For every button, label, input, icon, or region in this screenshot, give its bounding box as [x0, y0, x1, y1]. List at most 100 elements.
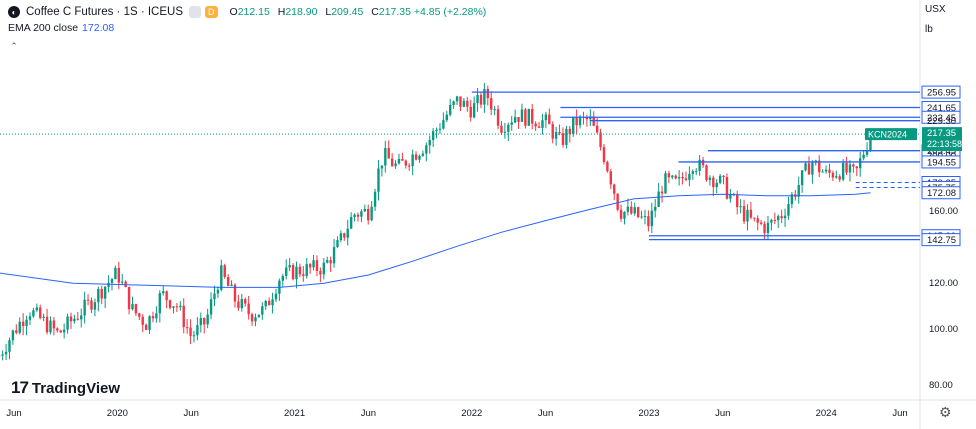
candle-body: [483, 88, 486, 105]
candle-body: [640, 216, 643, 218]
candle-body: [151, 316, 155, 319]
candle-body: [69, 316, 73, 322]
candle-body: [677, 177, 681, 179]
candle-body: [609, 171, 613, 185]
symbol-tag: [865, 128, 917, 141]
candle-body: [332, 247, 336, 264]
candle-body: [302, 274, 305, 277]
candle-body: [226, 276, 230, 286]
candle-body: [209, 299, 213, 315]
candle-body: [835, 176, 838, 178]
candle-body: [770, 219, 773, 223]
candle-body: [4, 351, 8, 355]
candle-body: [572, 116, 575, 134]
level-price-tag: [921, 155, 961, 169]
candle-body: [865, 150, 869, 155]
candle-body: [831, 172, 835, 178]
candle-body: [121, 281, 124, 283]
time-tick-label: Jun: [184, 408, 199, 419]
time-tick-label: 2020: [107, 408, 128, 419]
ema-legend[interactable]: EMA 200 close 172.08: [8, 22, 114, 34]
candle-body: [97, 288, 100, 303]
unit-selector[interactable]: lb: [925, 24, 933, 35]
settings-gear-icon[interactable]: ⚙: [939, 404, 952, 420]
candle-body: [138, 313, 141, 317]
candle-body: [691, 171, 695, 174]
last-price-tag: [922, 127, 962, 152]
candle-body: [845, 162, 848, 173]
candle-body: [21, 321, 25, 327]
candle-body: [83, 299, 86, 316]
candle-body: [28, 316, 32, 320]
candle-body: [698, 159, 701, 171]
candle-body: [90, 300, 93, 310]
candle-body: [674, 175, 677, 179]
level-price-label: 172.08: [927, 188, 956, 199]
candle-body: [490, 98, 493, 110]
candle-body: [496, 109, 500, 126]
legend-header: ◐ Coffee C Futures · 1S · ICEUS D O212.1…: [8, 4, 491, 20]
tradingview-logo[interactable]: 17 TradingView: [11, 378, 120, 398]
candle-body: [773, 219, 777, 221]
candle-body: [162, 291, 165, 294]
candle-body: [367, 208, 370, 221]
level-price-label: 203.45: [927, 146, 956, 157]
candle-body: [777, 216, 780, 221]
candle-body: [103, 286, 107, 299]
candle-body: [220, 265, 223, 290]
candle-body: [616, 193, 619, 210]
candle-body: [565, 128, 568, 145]
candle-body: [336, 240, 339, 248]
candle-body: [199, 318, 203, 326]
symbol-tag-label: KCN2024: [868, 130, 907, 140]
candle-body: [654, 206, 657, 211]
symbol-title[interactable]: Coffee C Futures · 1S · ICEUS: [26, 6, 184, 18]
candle-body: [855, 166, 859, 169]
candle-body: [401, 158, 404, 161]
price-tick-label: 160.00: [929, 206, 958, 217]
candle-body: [421, 153, 425, 156]
candle-body: [56, 328, 59, 331]
candle-body: [688, 173, 691, 180]
market-status-icon[interactable]: [189, 6, 202, 18]
candle-body: [370, 206, 373, 221]
level-price-label: 256.95: [927, 88, 956, 99]
candle-body: [114, 267, 117, 280]
candle-body: [76, 318, 80, 320]
candle-body: [343, 233, 346, 238]
candle-body: [544, 114, 548, 121]
candle-body: [141, 316, 144, 325]
candle-body: [838, 176, 841, 180]
candle-body: [244, 299, 247, 304]
currency-selector[interactable]: USX: [925, 4, 946, 15]
candle-body: [39, 307, 42, 319]
level-price-tag: [921, 186, 961, 200]
candle-body: [736, 194, 739, 208]
candle-body: [476, 94, 479, 104]
candle-body: [11, 330, 15, 341]
candle-body: [821, 171, 824, 173]
ohlc-values: O212.15 H218.90 L209.45 C217.35 +4.85 (+…: [229, 6, 487, 18]
time-tick-label: Jun: [6, 408, 21, 419]
candle-body: [756, 218, 759, 223]
candle-body: [650, 210, 654, 227]
candle-body: [390, 158, 394, 167]
candle-body: [408, 165, 411, 167]
candle-body: [684, 178, 688, 180]
candle-body: [705, 165, 708, 181]
candle-body: [766, 222, 770, 233]
candle-body: [425, 145, 428, 154]
candle-body: [790, 194, 794, 205]
candle-body: [811, 162, 814, 175]
candle-body: [729, 194, 732, 199]
time-tick-label: 2023: [638, 408, 659, 419]
candle-body: [859, 158, 862, 169]
candle-body: [599, 132, 602, 148]
candle-body: [561, 133, 565, 145]
candle-body: [42, 316, 45, 319]
candle-body: [848, 164, 852, 173]
collapse-legend-icon[interactable]: ⌃: [10, 40, 18, 51]
delayed-badge[interactable]: D: [205, 6, 218, 18]
candle-body: [418, 155, 421, 160]
